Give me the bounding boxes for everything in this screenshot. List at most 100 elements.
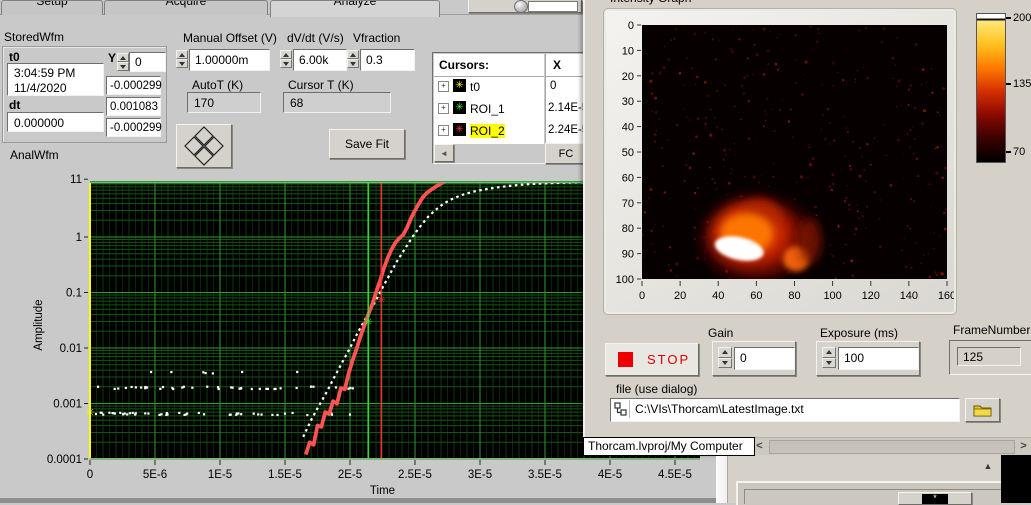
cursor-legend-x-header: X	[545, 54, 583, 77]
svg-text:0.01: 0.01	[60, 343, 82, 355]
scroll-right-button[interactable]: >	[1016, 439, 1031, 453]
gain-label: Gain	[708, 326, 733, 340]
decrement-button[interactable]	[718, 358, 732, 369]
svg-text:80: 80	[788, 290, 800, 302]
tab-acquire[interactable]: Acquire	[104, 0, 268, 15]
background-window-pane: * ▲	[716, 455, 1031, 503]
exposure-spinner[interactable]	[822, 347, 836, 368]
file-path-text[interactable]: C:\VIs\Thorcam\LatestImage.txt	[635, 402, 804, 416]
path-type-icon[interactable]	[612, 400, 630, 418]
svg-text:11: 11	[70, 174, 82, 186]
intensity-graph-title: Intensity Graph	[610, 0, 691, 5]
wfm-value-2: -0.000299	[106, 118, 161, 137]
manual-offset-field[interactable]: 1.00000m	[189, 49, 270, 71]
y-index-field[interactable]: 0	[129, 52, 166, 72]
svg-text:30: 30	[622, 96, 634, 108]
y-index-down-button[interactable]	[117, 62, 129, 71]
top-clipped-control[interactable]	[468, 0, 582, 13]
svg-text:50: 50	[622, 147, 634, 159]
star-icon: *	[922, 494, 948, 504]
up-arrow-icon	[826, 350, 832, 354]
cursor-icon-1: ✳	[453, 101, 466, 114]
framenumber-display: 125	[957, 347, 1021, 366]
window-bottom-edge	[0, 498, 716, 503]
framenumber-label: FrameNumber	[953, 323, 1030, 337]
decrement-button[interactable]	[280, 59, 292, 68]
exposure-field[interactable]: 100	[838, 347, 919, 370]
knob-icon	[514, 0, 528, 13]
svg-text:60: 60	[622, 172, 634, 184]
tab-analyze-label: Analyze	[334, 0, 377, 8]
down-arrow-icon	[120, 65, 126, 69]
y-index-spinner[interactable]	[117, 53, 129, 71]
y-index-label: Y	[108, 51, 116, 65]
svg-text:3.5E-5: 3.5E-5	[528, 469, 562, 481]
svg-text:0: 0	[639, 290, 645, 302]
svg-text:4E-5: 4E-5	[598, 469, 622, 481]
tab-analyze[interactable]: Analyze	[270, 0, 440, 17]
cursor-icon-0: ✳	[453, 79, 466, 92]
legend-scroll-left-button[interactable]: ◄	[434, 144, 454, 162]
svg-text:60: 60	[750, 290, 762, 302]
expand-toggle[interactable]: +	[438, 103, 449, 114]
svg-text:5E-6: 5E-6	[143, 469, 167, 481]
up-arrow-icon	[120, 56, 126, 60]
decrement-button[interactable]	[347, 59, 359, 68]
increment-button[interactable]	[822, 347, 836, 358]
svg-text:140: 140	[900, 290, 918, 302]
down-arrow-icon	[179, 62, 185, 66]
manual-offset-spinner[interactable]	[176, 50, 188, 68]
svg-text:100: 100	[616, 274, 634, 286]
browse-folder-button[interactable]	[965, 398, 1000, 422]
t0-timestamp[interactable]: 3:04:59 PM 11/4/2020	[7, 63, 104, 96]
scrollbar-track[interactable]	[769, 440, 1015, 454]
svg-text:10: 10	[622, 45, 634, 57]
stop-label: STOP	[647, 352, 690, 367]
file-label: file (use dialog)	[616, 382, 697, 396]
increment-button[interactable]	[280, 50, 292, 59]
diamonds-icon	[177, 125, 231, 167]
cursor-label-1[interactable]: ROI_1	[470, 102, 505, 116]
increment-button[interactable]	[176, 50, 188, 59]
expand-toggle[interactable]: +	[438, 81, 449, 92]
dvdt-field[interactable]: 6.00k	[293, 49, 347, 71]
svg-text:4.5E-5: 4.5E-5	[658, 469, 692, 481]
increment-button[interactable]	[718, 347, 732, 358]
analwfm-label: AnalWfm	[10, 148, 59, 162]
svg-text:120: 120	[862, 290, 880, 302]
dvdt-spinner[interactable]	[280, 50, 292, 68]
colorbar-mid-tick: 135	[1006, 78, 1031, 90]
dt-field[interactable]: 0.000000	[7, 112, 104, 132]
save-fit-button[interactable]: Save Fit	[329, 129, 405, 159]
cursor-label-2[interactable]: ROI_2	[470, 124, 505, 138]
gain-field[interactable]: 0	[734, 347, 795, 370]
increment-button[interactable]	[347, 50, 359, 59]
y-index-up-button[interactable]	[117, 53, 129, 62]
expand-toggle[interactable]: +	[438, 125, 449, 136]
decrement-button[interactable]	[822, 358, 836, 369]
top-clipped-field[interactable]	[528, 1, 578, 12]
vfraction-spinner[interactable]	[347, 50, 359, 68]
svg-text:70: 70	[622, 198, 634, 210]
svg-text:Amplitude: Amplitude	[33, 299, 45, 350]
scroll-up-button[interactable]: ▲	[977, 457, 999, 474]
svg-text:100: 100	[823, 290, 841, 302]
rescale-button[interactable]	[176, 124, 232, 168]
stop-button[interactable]: STOP	[605, 343, 699, 376]
decrement-button[interactable]	[176, 59, 188, 68]
stop-square-icon	[618, 352, 633, 367]
tab-setup[interactable]: Setup	[1, 0, 103, 15]
svg-text:90: 90	[622, 249, 634, 261]
vfraction-field[interactable]: 0.3	[360, 49, 415, 71]
svg-text:40: 40	[712, 290, 724, 302]
up-arrow-icon	[283, 53, 289, 57]
partial-button[interactable]: *	[898, 492, 972, 505]
svg-text:✳: ✳	[364, 317, 373, 329]
fc-button[interactable]: FC	[545, 143, 587, 164]
colorbar-min-tick: 70	[1006, 146, 1025, 158]
cursor-label-0[interactable]: t0	[470, 80, 480, 94]
svg-text:80: 80	[622, 223, 634, 235]
down-arrow-icon	[826, 361, 832, 365]
gain-spinner[interactable]	[718, 347, 732, 368]
cursor-legend-header: Cursors:	[434, 54, 544, 77]
